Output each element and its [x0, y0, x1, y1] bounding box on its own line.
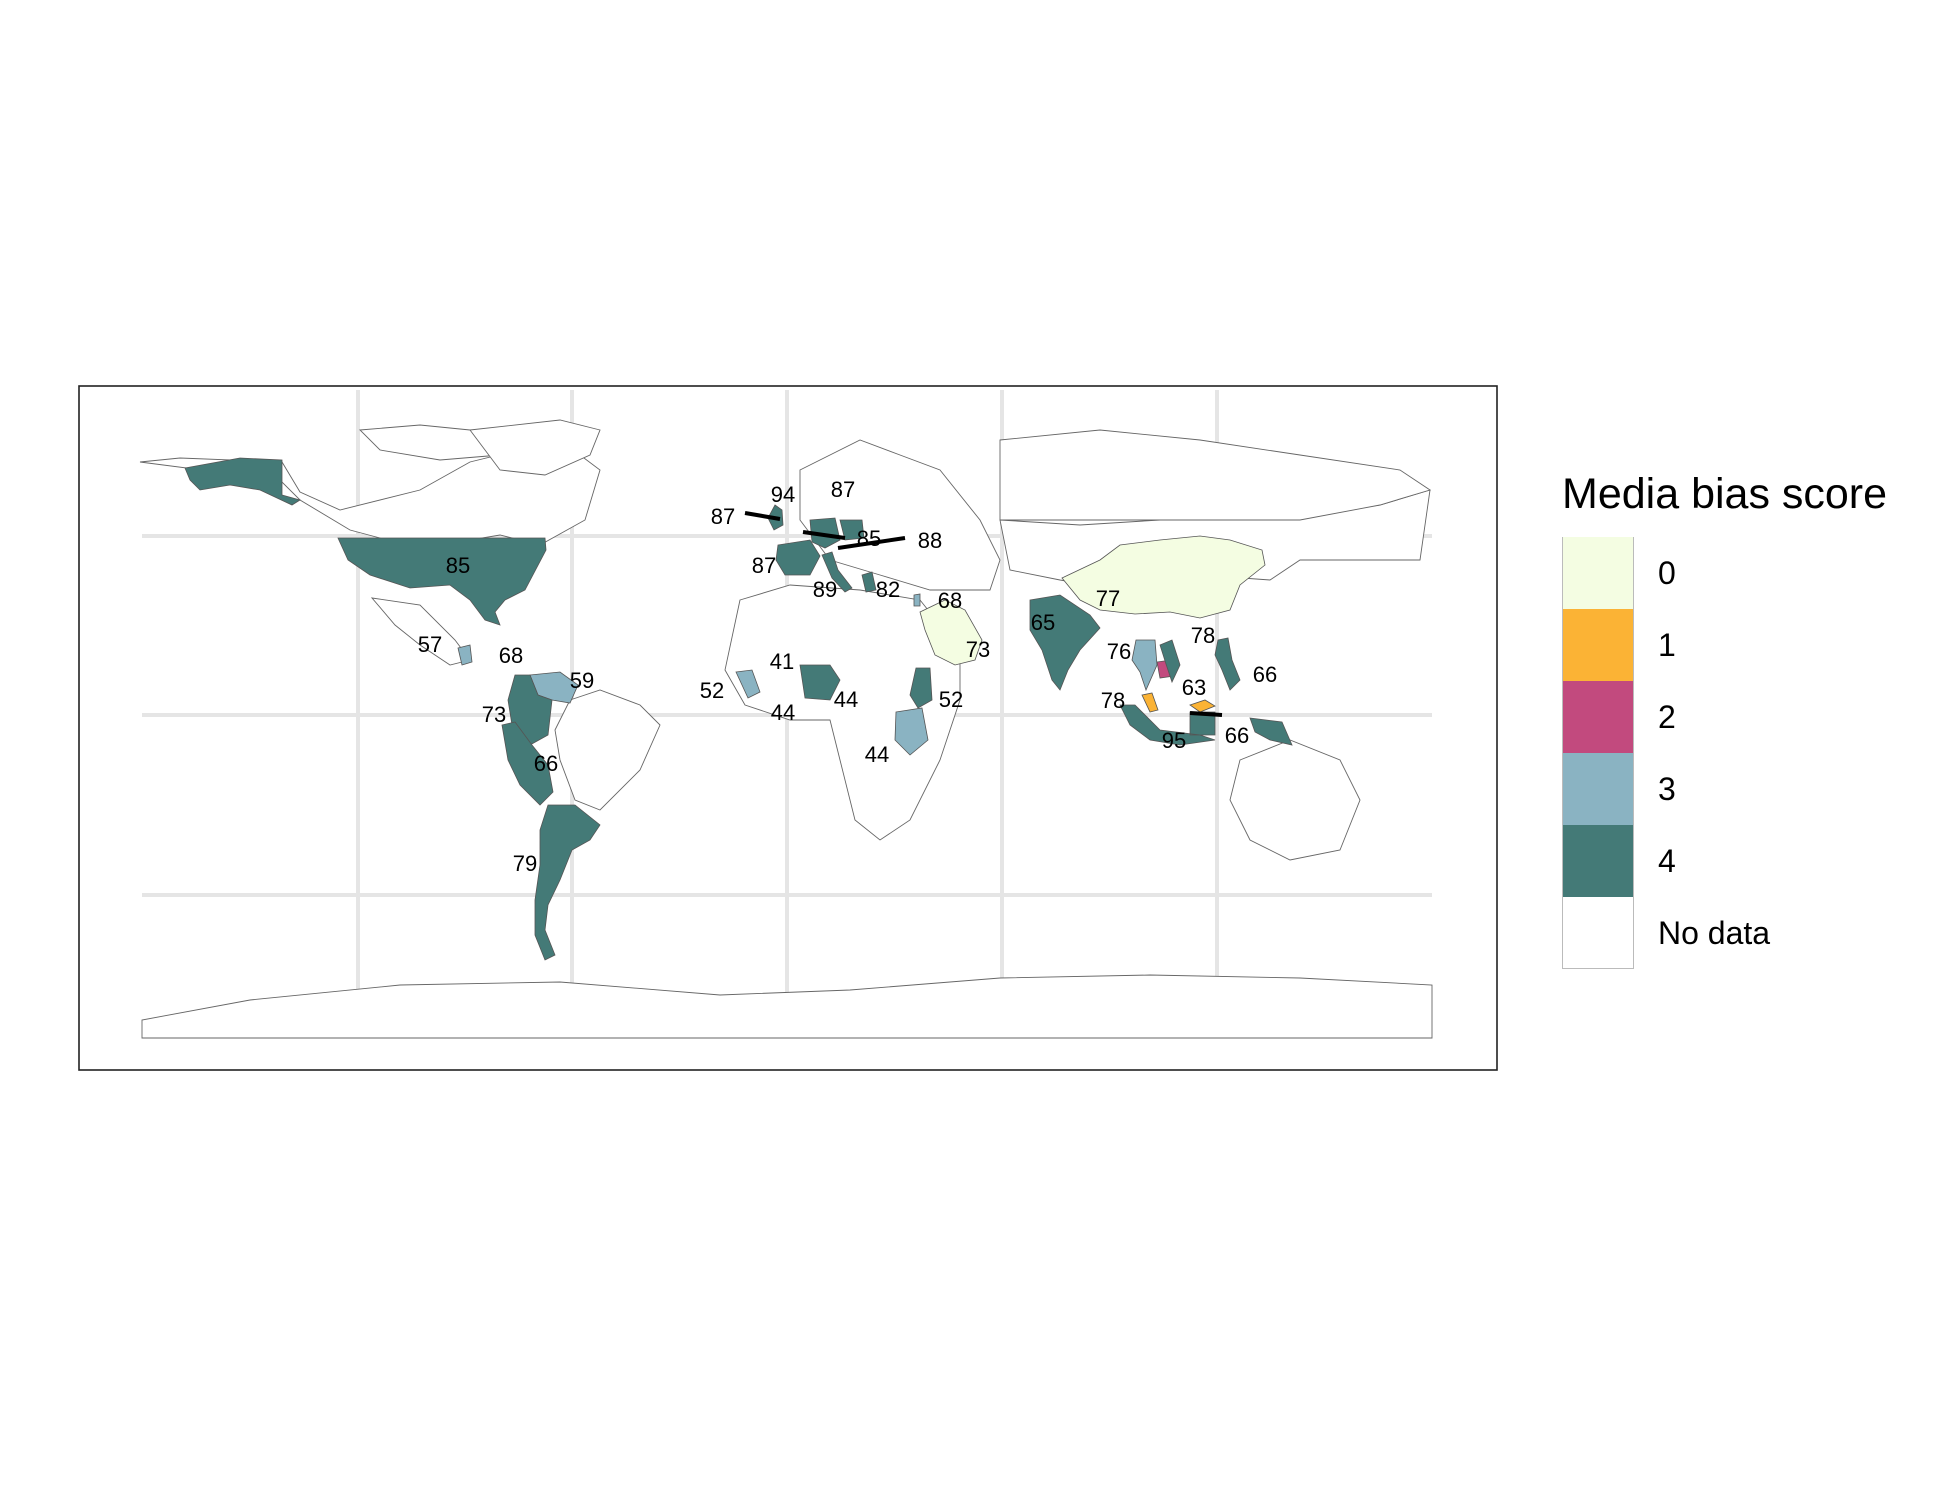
value-label: 41 — [770, 649, 794, 674]
value-label: 85 — [446, 553, 470, 578]
legend-swatch — [1562, 897, 1634, 969]
value-label: 77 — [1096, 586, 1120, 611]
value-label: 76 — [1107, 639, 1131, 664]
legend-swatch — [1562, 681, 1634, 753]
legend-label: 2 — [1658, 698, 1676, 735]
legend-item: No data — [1562, 897, 1887, 969]
country-kenya — [909, 667, 933, 709]
country-philippines — [1214, 637, 1241, 691]
value-label: 73 — [966, 637, 990, 662]
value-label: 52 — [939, 687, 963, 712]
country-china — [1061, 535, 1266, 619]
value-label: 44 — [834, 687, 858, 712]
legend-label: 4 — [1658, 842, 1676, 879]
value-label: 82 — [876, 577, 900, 602]
value-label: 85 — [857, 526, 881, 551]
value-label: 94 — [771, 482, 795, 507]
legend-label: 0 — [1658, 554, 1676, 591]
country-borneo-malaysia — [1189, 699, 1216, 713]
country-peru — [501, 721, 554, 806]
value-label: 88 — [918, 528, 942, 553]
value-label: 52 — [700, 678, 724, 703]
country-guatemala — [457, 644, 473, 666]
value-label: 73 — [482, 702, 506, 727]
legend-label: 1 — [1658, 626, 1676, 663]
value-label: 66 — [534, 751, 558, 776]
value-label: 78 — [1191, 623, 1215, 648]
leader-germany — [802, 530, 846, 540]
value-label: 89 — [813, 577, 837, 602]
value-label: 57 — [418, 632, 442, 657]
leader-uk — [744, 511, 781, 521]
legend-label: No data — [1658, 914, 1771, 951]
value-label: 44 — [865, 742, 889, 767]
legend-item: 0 — [1562, 537, 1887, 609]
countries-layer — [184, 457, 1293, 961]
legend: Media bias score 0 1 2 3 4 No data — [1562, 470, 1887, 969]
country-malaysia — [1141, 692, 1159, 713]
value-label: 65 — [1031, 610, 1055, 635]
value-label: 63 — [1182, 675, 1206, 700]
value-label: 87 — [831, 477, 855, 502]
country-sierra-leone — [735, 669, 761, 699]
value-label: 87 — [752, 553, 776, 578]
country-greece — [861, 571, 877, 593]
country-france — [775, 539, 821, 576]
value-label: 66 — [1253, 662, 1277, 687]
country-india — [1029, 594, 1101, 691]
country-italy — [821, 551, 853, 593]
country-nigeria — [799, 664, 841, 701]
legend-item: 2 — [1562, 681, 1887, 753]
country-poland — [839, 519, 865, 541]
leader-lines — [744, 511, 1223, 717]
legend-swatch — [1562, 537, 1634, 609]
value-label: 59 — [570, 668, 594, 693]
country-argentina — [534, 804, 601, 961]
legend-item: 3 — [1562, 753, 1887, 825]
legend-title: Media bias score — [1562, 470, 1888, 518]
leader-poland — [837, 536, 906, 550]
country-vietnam — [1159, 639, 1181, 684]
country-thailand — [1131, 639, 1158, 692]
value-label: 68 — [499, 643, 523, 668]
country-alaska — [184, 457, 301, 506]
value-label: 95 — [1162, 728, 1186, 753]
country-indonesia — [1119, 704, 1293, 746]
legend-item: 4 — [1562, 825, 1887, 897]
country-saudi-arabia — [919, 599, 983, 666]
legend-item: 1 — [1562, 609, 1887, 681]
legend-label: 3 — [1658, 770, 1676, 807]
value-label: 66 — [1225, 723, 1249, 748]
legend-swatch — [1562, 609, 1634, 681]
country-usa — [337, 537, 547, 626]
country-tanzania — [894, 707, 929, 756]
legend-swatch — [1562, 753, 1634, 825]
value-label: 44 — [771, 700, 795, 725]
legend-swatch — [1562, 825, 1634, 897]
value-labels: 85 57 68 73 59 66 79 87 94 87 87 85 88 8… — [418, 477, 1277, 876]
country-lebanon — [913, 593, 921, 607]
value-label: 78 — [1101, 688, 1125, 713]
country-germany — [809, 517, 841, 549]
value-label: 87 — [711, 504, 735, 529]
leader-borneo — [1189, 711, 1223, 717]
value-label: 68 — [938, 588, 962, 613]
value-label: 79 — [513, 851, 537, 876]
